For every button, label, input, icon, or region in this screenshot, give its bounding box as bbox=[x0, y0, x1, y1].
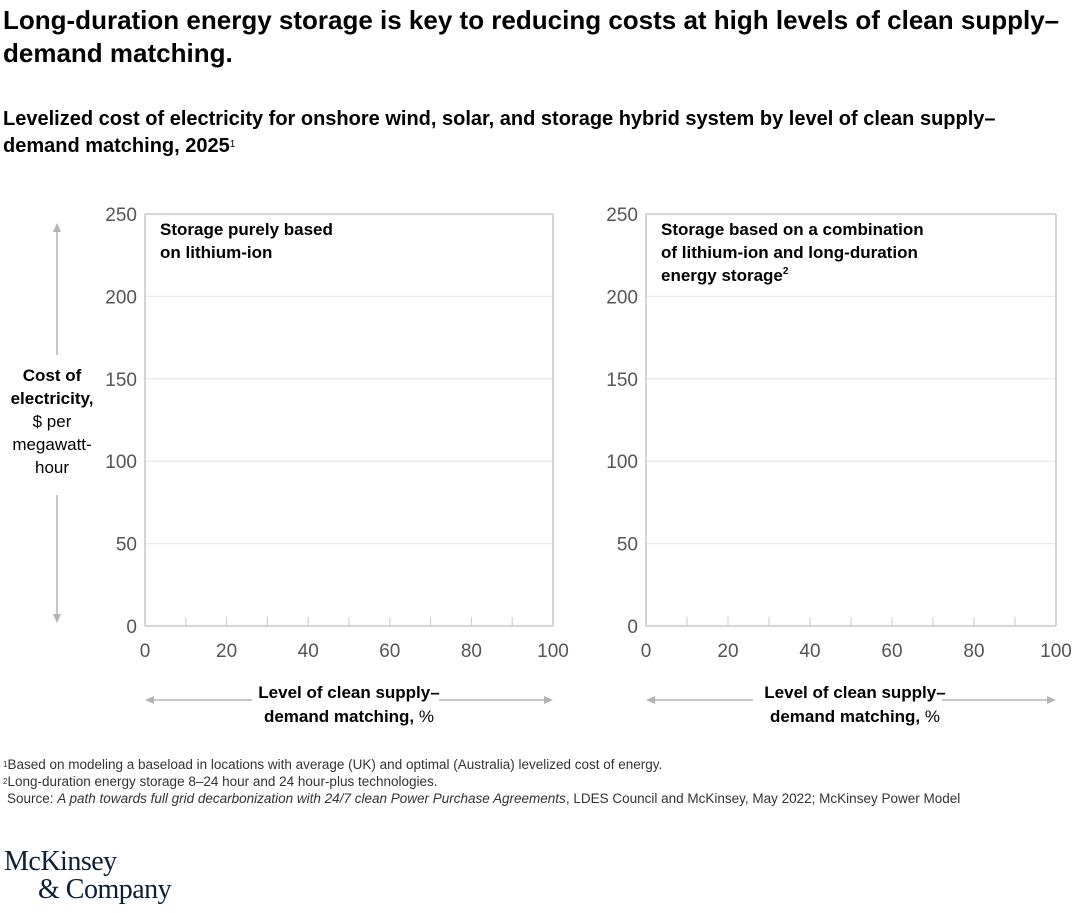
logo-line1: McKinsey bbox=[4, 846, 117, 877]
source-rest: , LDES Council and McKinsey, May 2022; M… bbox=[565, 791, 961, 806]
source-title: A path towards full grid decarbonization… bbox=[57, 791, 566, 806]
footnote-2: 2Long-duration energy storage 8–24 hour … bbox=[3, 773, 1003, 790]
chart-subtitle: Levelized cost of electricity for onshor… bbox=[3, 106, 1063, 160]
y-tick-label: 200 bbox=[105, 287, 137, 308]
arrow-right-icon bbox=[544, 696, 553, 704]
x-tick-label: 40 bbox=[799, 641, 820, 662]
mckinsey-logo: McKinsey & Company bbox=[4, 846, 172, 905]
x-tick-label: 60 bbox=[379, 641, 400, 662]
panel-title: Storage based on a combination of lithium… bbox=[661, 220, 924, 285]
x-tick-label: 0 bbox=[140, 641, 151, 662]
y-tick-label: 50 bbox=[116, 535, 137, 556]
arrow-left-icon bbox=[646, 696, 655, 704]
y-axis-label-unit: $ per megawatt-hour bbox=[12, 412, 92, 477]
y-tick-label: 0 bbox=[126, 617, 137, 638]
y-tick-label: 250 bbox=[606, 205, 638, 226]
arrow-up-icon bbox=[53, 223, 61, 232]
x-axis-label-line2: demand matching, bbox=[263, 707, 415, 726]
y-tick-label: 0 bbox=[627, 617, 638, 638]
panel-title-line: energy storage bbox=[661, 266, 783, 285]
footnote-mark: 1 bbox=[3, 760, 8, 769]
y-tick-label: 200 bbox=[606, 287, 638, 308]
x-axis-label-left: Level of clean supply– demand matching, … bbox=[229, 681, 469, 729]
footnote-marker: 2 bbox=[783, 266, 789, 277]
x-tick-label: 20 bbox=[216, 641, 237, 662]
x-axis-label-line2: demand matching, bbox=[769, 707, 921, 726]
panel-title-line: Storage purely based bbox=[160, 220, 333, 239]
x-tick-label: 20 bbox=[717, 641, 738, 662]
footnote-text: Long-duration energy storage 8–24 hour a… bbox=[7, 774, 438, 789]
x-axis-label-line1: Level of clean supply– bbox=[258, 683, 440, 702]
y-tick-label: 150 bbox=[606, 370, 638, 391]
x-tick-label: 0 bbox=[641, 641, 652, 662]
footnote-1: 1Based on modeling a baseload in locatio… bbox=[3, 756, 1003, 773]
y-tick-label: 250 bbox=[105, 205, 137, 226]
x-axis-unit: % bbox=[418, 707, 435, 726]
x-tick-label: 40 bbox=[298, 641, 319, 662]
x-tick-label: 80 bbox=[461, 641, 482, 662]
source-note: Source: A path towards full grid decarbo… bbox=[3, 790, 1003, 807]
panel-title-line: of lithium-ion and long-duration bbox=[661, 243, 918, 262]
arrow-down-icon bbox=[53, 614, 61, 623]
y-tick-label: 150 bbox=[105, 370, 137, 391]
x-tick-label: 100 bbox=[1040, 641, 1072, 662]
panel-title: Storage purely based on lithium-ion bbox=[160, 220, 333, 262]
panel-title-line: Storage based on a combination bbox=[661, 220, 924, 239]
arrow-left-icon bbox=[145, 696, 154, 704]
y-tick-label: 100 bbox=[606, 452, 638, 473]
x-axis-label-right: Level of clean supply– demand matching, … bbox=[735, 681, 975, 729]
y-tick-label: 50 bbox=[617, 535, 638, 556]
footnote-text: Based on modeling a baseload in location… bbox=[7, 757, 663, 772]
footnotes: 1Based on modeling a baseload in locatio… bbox=[3, 756, 1003, 807]
x-axis-unit: % bbox=[924, 707, 941, 726]
x-tick-label: 60 bbox=[881, 641, 902, 662]
arrow-right-icon bbox=[1047, 696, 1056, 704]
footnote-marker: 1 bbox=[229, 139, 236, 150]
y-tick-label: 100 bbox=[105, 452, 137, 473]
logo-line2: & Company bbox=[38, 874, 172, 905]
x-tick-label: 80 bbox=[963, 641, 984, 662]
source-label: Source: bbox=[7, 791, 58, 806]
panel-title-line: on lithium-ion bbox=[160, 243, 272, 262]
x-axis-label-line1: Level of clean supply– bbox=[764, 683, 946, 702]
subtitle-text: Levelized cost of electricity for onshor… bbox=[3, 108, 996, 157]
y-axis-label-bold: Cost of electricity, bbox=[10, 366, 94, 408]
x-tick-label: 100 bbox=[537, 641, 569, 662]
footnote-mark: 2 bbox=[3, 777, 8, 786]
chart-title: Long-duration energy storage is key to r… bbox=[3, 5, 1060, 68]
y-axis-label: Cost of electricity, $ per megawatt-hour bbox=[0, 364, 104, 479]
